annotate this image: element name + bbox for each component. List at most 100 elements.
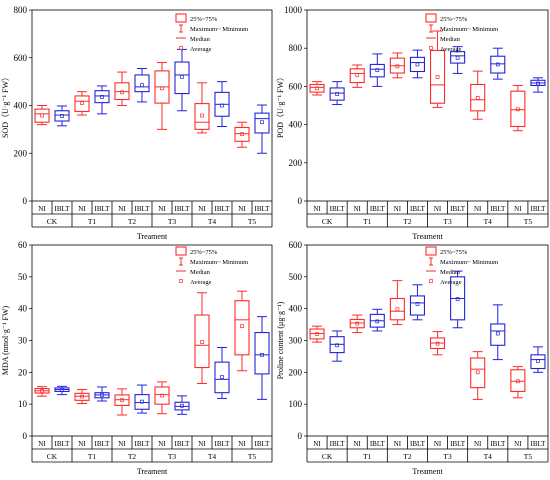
group-label-t1: T1 xyxy=(88,217,97,226)
iqr-box xyxy=(510,369,526,392)
y-tick-label: 800 xyxy=(14,5,28,15)
series-label-iblt: IBLT xyxy=(255,205,271,213)
iqr-box xyxy=(309,83,325,93)
iqr-box xyxy=(234,300,250,356)
group-label-t4: T4 xyxy=(208,452,217,461)
box-t5-iblt xyxy=(254,104,270,154)
mean-marker xyxy=(120,90,124,95)
series-label-ni: NI xyxy=(78,205,86,213)
box-t3-iblt xyxy=(450,270,466,329)
iqr-box xyxy=(409,56,426,73)
box-t2-iblt xyxy=(409,49,426,79)
series-label-iblt: IBLT xyxy=(215,440,231,448)
series-label-ni: NI xyxy=(313,205,321,213)
series-label-iblt: IBLT xyxy=(490,440,506,448)
mean-marker xyxy=(60,114,64,118)
y-tick-label: 60 xyxy=(18,240,28,250)
mean-marker xyxy=(220,375,224,379)
box-t4-ni xyxy=(194,82,210,134)
group-label-t4: T4 xyxy=(208,217,217,226)
mean-marker xyxy=(180,403,184,408)
mean-marker xyxy=(100,95,104,99)
iqr-box xyxy=(234,126,250,142)
group-label-ck: CK xyxy=(47,452,58,461)
series-label-iblt: IBLT xyxy=(370,205,386,213)
iqr-box xyxy=(214,361,230,394)
legend: 25%~75% Maximum~ Minimum Median Average xyxy=(425,13,498,53)
legend: 25%~75% Maximum~ Minimum Median Average xyxy=(425,246,498,286)
mean-marker xyxy=(140,399,144,404)
group-label-t4: T4 xyxy=(484,217,493,226)
box-t3-iblt xyxy=(174,48,190,112)
legend-label-average: Average xyxy=(190,46,212,53)
box-t5-ni xyxy=(234,121,250,148)
box-t3-iblt xyxy=(174,395,190,415)
series-label-ni: NI xyxy=(198,205,206,213)
mean-marker xyxy=(140,83,144,88)
y-tick-label: 1000 xyxy=(284,5,303,15)
plot-frame xyxy=(31,9,273,202)
group-label-ck: CK xyxy=(47,217,58,226)
box-t1-ni xyxy=(74,389,90,405)
box-t1-iblt xyxy=(369,308,385,332)
legend-label-iqr: 25%~75% xyxy=(440,16,468,23)
mean-marker xyxy=(335,343,339,348)
legend-average-swatch xyxy=(429,279,433,283)
series-label-ni: NI xyxy=(118,205,126,213)
plot-frame xyxy=(306,9,549,202)
series-label-iblt: IBLT xyxy=(370,440,386,448)
series-label-ni: NI xyxy=(474,205,482,213)
group-label-t3: T3 xyxy=(443,452,452,461)
y-tick-label: 600 xyxy=(289,81,303,91)
y-tick-label: 500 xyxy=(289,272,303,282)
group-label-t3: T3 xyxy=(168,217,177,226)
iqr-box xyxy=(74,95,90,113)
legend-label-range: Maximum~ Minimum xyxy=(190,259,248,266)
mean-marker xyxy=(220,103,224,108)
iqr-box xyxy=(389,297,405,321)
mean-marker xyxy=(315,86,319,91)
series-label-ni: NI xyxy=(394,440,402,448)
box-ck-iblt xyxy=(54,105,70,127)
mean-marker xyxy=(415,62,420,67)
mean-marker xyxy=(435,341,440,346)
series-label-iblt: IBLT xyxy=(530,205,546,213)
mean-marker xyxy=(200,113,204,118)
box-ck-ni xyxy=(34,105,50,126)
mean-marker xyxy=(495,62,500,67)
series-label-iblt: IBLT xyxy=(330,440,346,448)
mean-marker xyxy=(516,107,520,112)
series-label-iblt: IBLT xyxy=(95,440,111,448)
box-ck-iblt xyxy=(329,81,345,106)
y-tick-label: 200 xyxy=(14,148,28,158)
plot-frame xyxy=(306,244,549,437)
box-ck-iblt xyxy=(329,330,345,362)
series-label-ni: NI xyxy=(38,440,46,448)
iqr-box xyxy=(74,392,90,401)
y-tick-label: 10 xyxy=(18,399,28,409)
box-t3-ni xyxy=(429,331,446,356)
mean-marker xyxy=(495,331,500,336)
box-t3-ni xyxy=(429,30,446,108)
legend-box-swatch xyxy=(425,13,437,23)
box-ck-ni xyxy=(34,386,50,397)
series-label-ni: NI xyxy=(434,205,442,213)
iqr-box xyxy=(194,103,210,130)
series-label-ni: NI xyxy=(354,440,362,448)
iqr-box xyxy=(329,87,345,101)
x-axis-title: Treament xyxy=(412,467,443,476)
box-t2-ni xyxy=(114,71,130,106)
group-label-t4: T4 xyxy=(484,452,493,461)
legend: 25%~75% Maximum~ Minimum Median Average xyxy=(175,13,248,53)
y-tick-label: 50 xyxy=(18,272,28,282)
series-label-ni: NI xyxy=(514,205,522,213)
group-label-t3: T3 xyxy=(168,452,177,461)
series-label-iblt: IBLT xyxy=(55,440,71,448)
box-t1-iblt xyxy=(369,53,385,87)
series-label-iblt: IBLT xyxy=(410,440,426,448)
mean-marker xyxy=(536,359,540,363)
box-t2-ni xyxy=(389,52,405,79)
